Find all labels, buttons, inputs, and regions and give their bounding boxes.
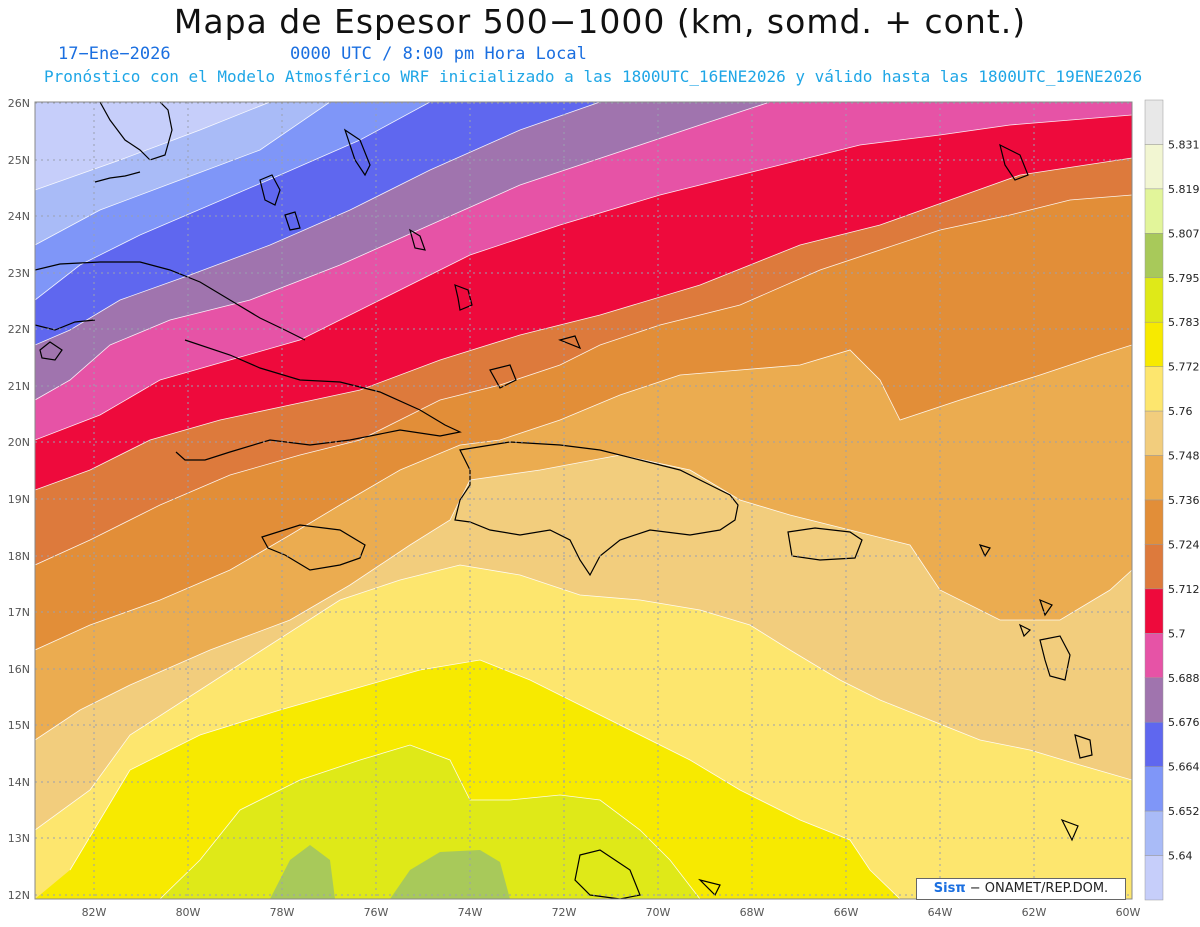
forecast-description: Pronóstico con el Modelo Atmosférico WRF… [44, 67, 1143, 86]
colorbar-label: 5.807 [1168, 227, 1200, 240]
lon-label: 68W [740, 906, 765, 919]
lat-label: 12N [8, 889, 30, 902]
colorbar-label: 5.676 [1168, 716, 1200, 729]
lon-label: 76W [364, 906, 389, 919]
colorbar-swatch [1144, 588, 1164, 634]
lon-label: 72W [552, 906, 577, 919]
lat-label: 25N [8, 154, 30, 167]
colorbar-swatch [1144, 766, 1164, 812]
colorbar-swatch [1144, 277, 1164, 323]
colorbar-label: 5.736 [1168, 494, 1200, 507]
lat-label: 18N [8, 550, 30, 563]
lon-label: 82W [82, 906, 107, 919]
colorbar-swatch [1144, 99, 1164, 145]
colorbar-swatch [1144, 366, 1164, 412]
brand-label: Sisπ [933, 881, 966, 896]
colorbar-swatch [1144, 544, 1164, 590]
lon-label: 64W [928, 906, 953, 919]
lat-label: 19N [8, 493, 30, 506]
credit-badge: Sisπ − ONAMET/REP.DOM. [916, 878, 1126, 900]
colorbar-label: 5.772 [1168, 361, 1200, 374]
forecast-date: 17−Ene−2026 [58, 44, 171, 64]
org-label: − ONAMET/REP.DOM. [969, 881, 1109, 896]
colorbar-label: 5.795 [1168, 272, 1200, 285]
lon-label: 78W [270, 906, 295, 919]
lat-label: 26N [8, 97, 30, 110]
colorbar: 5.831 5.819 5.807 5.795 5.783 5.772 5.76 5.748 5… [1144, 99, 1200, 901]
colorbar-swatch [1144, 721, 1164, 767]
thickness-bands [35, 102, 1132, 899]
colorbar-swatch [1144, 233, 1164, 279]
lon-label: 80W [176, 906, 201, 919]
colorbar-label: 5.76 [1168, 405, 1193, 418]
coastlines [35, 102, 1093, 899]
colorbar-label: 5.652 [1168, 805, 1200, 818]
colorbar-label: 5.688 [1168, 672, 1200, 685]
lat-label: 16N [8, 663, 30, 676]
colorbar-swatch [1144, 321, 1164, 367]
gridlines [35, 102, 1132, 899]
colorbar-label: 5.783 [1168, 316, 1200, 329]
lon-labels: 82W 80W 78W 76W 74W 72W 70W 68W 66W 64W … [82, 906, 1141, 919]
colorbar-label: 5.7 [1168, 627, 1186, 640]
colorbar-label: 5.748 [1168, 450, 1200, 463]
lat-label: 20N [8, 436, 30, 449]
colorbar-label: 5.724 [1168, 538, 1200, 551]
colorbar-label: 5.831 [1168, 138, 1200, 151]
colorbar-swatch [1144, 455, 1164, 501]
forecast-time: 0000 UTC / 8:00 pm Hora Local [290, 44, 587, 64]
colorbar-swatch [1144, 633, 1164, 679]
lat-labels: 26N 25N 24N 23N 22N 21N 20N 19N 18N 17N … [8, 97, 30, 902]
lon-label: 74W [458, 906, 483, 919]
colorbar-label: 5.664 [1168, 761, 1200, 774]
lon-label: 60W [1116, 906, 1141, 919]
colorbar-swatch [1144, 499, 1164, 545]
colorbar-label: 5.819 [1168, 183, 1200, 196]
lat-label: 24N [8, 210, 30, 223]
colorbar-swatch [1144, 144, 1164, 190]
lat-label: 21N [8, 380, 30, 393]
lat-label: 22N [8, 323, 30, 336]
lat-label: 15N [8, 719, 30, 732]
lat-label: 17N [8, 606, 30, 619]
colorbar-swatch [1144, 410, 1164, 456]
lat-label: 23N [8, 267, 30, 280]
colorbar-swatch [1144, 677, 1164, 723]
lon-label: 66W [834, 906, 859, 919]
map-title: Mapa de Espesor 500−1000 (km, somd. + co… [173, 2, 1027, 41]
colorbar-label: 5.64 [1168, 850, 1193, 863]
lat-label: 13N [8, 832, 30, 845]
colorbar-swatch [1144, 855, 1164, 901]
colorbar-label: 5.712 [1168, 583, 1200, 596]
colorbar-swatch [1144, 188, 1164, 234]
lat-label: 14N [8, 776, 30, 789]
lon-label: 70W [646, 906, 671, 919]
plot-frame [34, 101, 1133, 900]
lon-label: 62W [1022, 906, 1047, 919]
colorbar-swatch [1144, 810, 1164, 856]
